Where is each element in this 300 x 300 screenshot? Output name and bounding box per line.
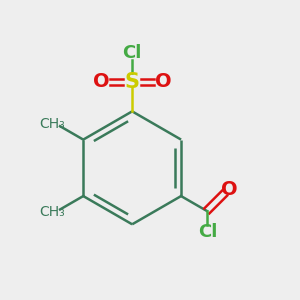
Text: S: S [125,72,140,92]
Text: CH₃: CH₃ [39,117,65,131]
Text: Cl: Cl [122,44,142,62]
Text: Cl: Cl [199,223,218,241]
Text: O: O [155,72,172,91]
Text: O: O [93,72,109,91]
Text: CH₃: CH₃ [39,205,65,219]
Text: O: O [221,180,238,199]
